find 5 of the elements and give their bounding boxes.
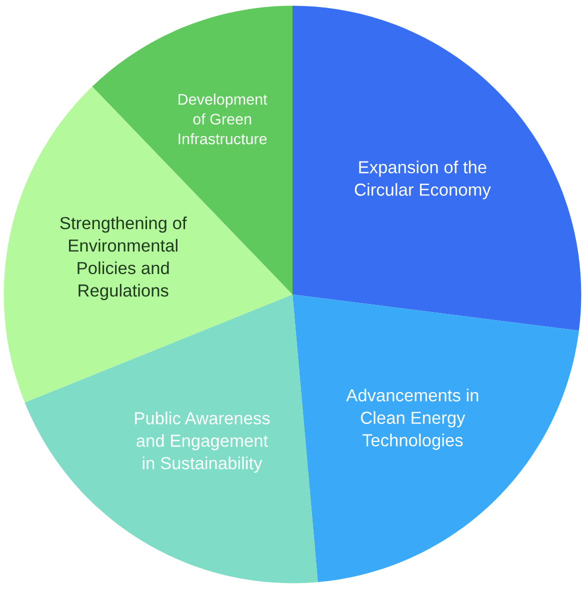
slice-label: Expansion of the Circular Economy bbox=[354, 160, 491, 200]
slice-label: Advancements in Clean Energy Technologies bbox=[346, 388, 478, 450]
slice-label: Public Awareness and Engagement in Sustainability bbox=[135, 412, 270, 473]
slice-label: Development of Green Infrastructure bbox=[178, 94, 268, 144]
slice-label: Strengthening of Environmental Policies and Regulations bbox=[60, 216, 187, 300]
